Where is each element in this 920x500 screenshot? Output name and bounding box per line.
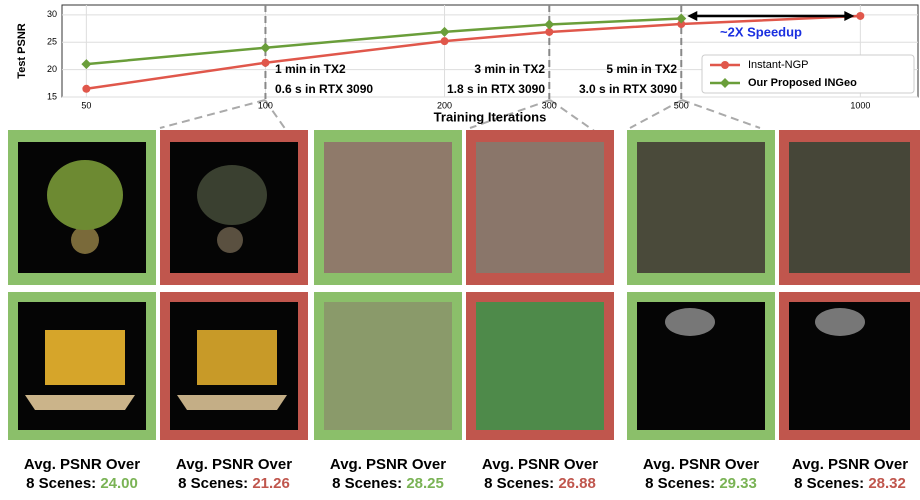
speedup-label: ~2X Speedup [720,24,802,39]
annotation: 0.6 s in RTX 3090 [275,82,373,96]
marker [440,37,449,46]
series-line [86,14,861,91]
caption-line: 8 Scenes: 26.88 [484,475,596,492]
annotation: 5 min in TX2 [606,62,677,76]
marker [856,11,865,20]
y-tick-label: 25 [47,37,57,47]
annotation: 3 min in TX2 [474,62,545,76]
annotation: 1 min in TX2 [275,62,346,76]
y-tick-label: 30 [47,9,57,19]
x-axis-label: Training Iterations [434,109,547,124]
marker [676,13,687,24]
caption-line: 8 Scenes: 24.00 [26,475,138,492]
annotation: 3.0 s in RTX 3090 [579,82,677,96]
caption-value: 21.26 [252,475,290,492]
zoom-lines [159,99,761,151]
row-1 [8,130,920,285]
marker [439,26,450,37]
caption-prefix: 8 Scenes: [332,475,402,492]
x-tick-label: 500 [674,100,689,110]
caption-line: Avg. PSNR Over [330,456,446,473]
y-tick-label: 20 [47,64,57,74]
legend-label: Instant-NGP [748,59,809,71]
caption-prefix: 8 Scenes: [794,475,864,492]
y-tick-label: 15 [47,91,57,101]
caption-prefix: 8 Scenes: [484,475,554,492]
legend-marker [721,61,729,69]
caption-value: 24.00 [100,475,138,492]
x-tick-label: 300 [542,100,557,110]
legend-box [701,54,915,94]
legend-marker [720,78,730,88]
caption-line: Avg. PSNR Over [792,456,908,473]
caption-prefix: 8 Scenes: [178,475,248,492]
captions: Avg. PSNR Over 8 Scenes: 24.00 Avg. PSNR O… [24,456,908,492]
x-tick-label: 50 [81,100,91,110]
caption-value: 26.88 [558,475,596,492]
caption-prefix: 8 Scenes: [26,475,96,492]
caption-value: 29.33 [719,475,757,492]
legend-label: Our Proposed INGeo [748,77,857,89]
marker [261,58,270,67]
y-axis-label: Test PSNR [16,23,28,78]
x-tick-label: 1000 [850,100,870,110]
caption-line: 8 Scenes: 28.25 [332,475,444,492]
caption-value: 28.25 [406,475,444,492]
row-2 [8,292,920,440]
marker [544,19,555,30]
legend: Instant-NGP Our Proposed INGeo [701,54,915,94]
annotation: 1.8 s in RTX 3090 [447,82,545,96]
caption-line: 8 Scenes: 21.26 [178,475,290,492]
marker [81,59,92,70]
x-tick-label: 100 [258,100,273,110]
caption-line: 8 Scenes: 28.32 [794,475,906,492]
caption-line: Avg. PSNR Over [24,456,140,473]
caption-line: Avg. PSNR Over [176,456,292,473]
chart: 15 20 25 30 50 100 200 300 500 1000 Training Itera… [16,4,919,124]
x-tick-label: 200 [437,100,452,110]
marker [677,20,686,29]
marker [260,42,271,53]
marker [545,27,554,36]
caption-line: Avg. PSNR Over [643,456,759,473]
caption-value: 28.32 [868,475,906,492]
arrow-head [687,10,698,21]
caption-prefix: 8 Scenes: [645,475,715,492]
caption-line: Avg. PSNR Over [482,456,598,473]
panels [8,130,920,440]
marker [82,84,91,93]
caption-line: 8 Scenes: 29.33 [645,475,757,492]
arrow-head [844,10,855,21]
